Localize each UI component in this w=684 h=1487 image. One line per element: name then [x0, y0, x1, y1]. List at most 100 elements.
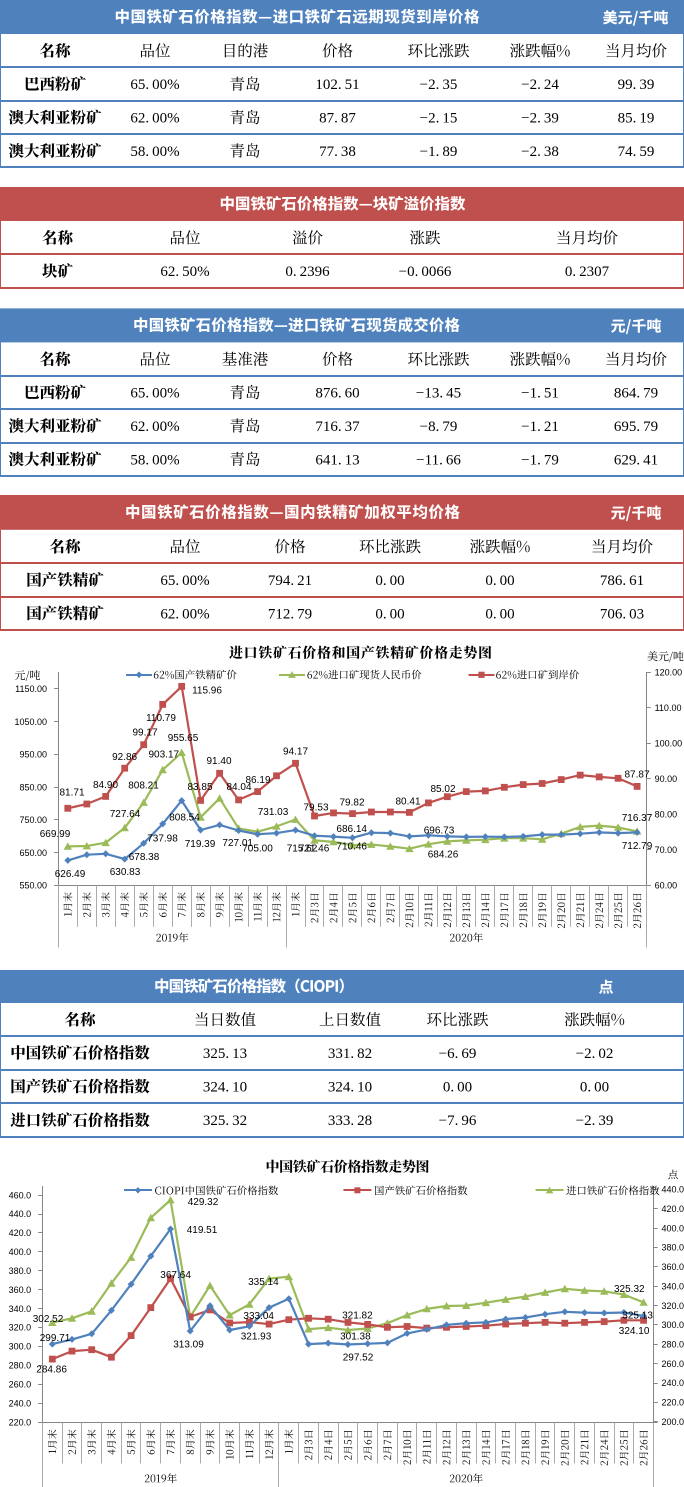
svg-text:58. 00%: 58. 00% [130, 452, 179, 468]
svg-text:324. 10: 324. 10 [203, 1080, 247, 1096]
svg-text:333. 28: 333. 28 [328, 1113, 372, 1129]
svg-text:0. 00: 0. 00 [375, 606, 404, 622]
svg-text:110.79: 110.79 [146, 713, 176, 724]
svg-text:300.0: 300.0 [9, 1342, 32, 1352]
svg-text:1150.00: 1150.00 [15, 684, 47, 694]
svg-text:300.0: 300.0 [662, 1320, 684, 1330]
svg-text:280.0: 280.0 [662, 1339, 684, 1349]
svg-text:440.0: 440.0 [662, 1185, 684, 1195]
svg-text:91.40: 91.40 [206, 756, 231, 767]
svg-text:79.53: 79.53 [303, 803, 328, 814]
svg-text:320.0: 320.0 [662, 1301, 684, 1311]
svg-text:79.82: 79.82 [339, 798, 364, 809]
svg-text:1050.00: 1050.00 [14, 717, 47, 727]
svg-text:302.52: 302.52 [33, 1314, 64, 1325]
svg-text:−8. 79: −8. 79 [420, 419, 458, 435]
svg-text:750.00: 750.00 [19, 815, 47, 825]
svg-text:360.0: 360.0 [9, 1285, 32, 1295]
svg-text:−2. 24: −2. 24 [521, 77, 559, 93]
svg-text:719.39: 719.39 [185, 839, 216, 850]
svg-text:0. 2307: 0. 2307 [565, 264, 610, 280]
svg-text:65. 00%: 65. 00% [130, 77, 179, 93]
svg-text:102. 51: 102. 51 [315, 77, 359, 93]
svg-text:62. 00%: 62. 00% [130, 111, 179, 127]
svg-text:99.17: 99.17 [132, 728, 157, 739]
svg-text:260.0: 260.0 [9, 1380, 32, 1390]
svg-text:325. 13: 325. 13 [203, 1046, 247, 1062]
svg-text:−11. 66: −11. 66 [416, 452, 461, 468]
svg-text:955.65: 955.65 [168, 733, 199, 744]
svg-text:−13. 45: −13. 45 [416, 386, 461, 402]
svg-text:−1. 51: −1. 51 [521, 386, 559, 402]
svg-text:84.90: 84.90 [93, 780, 118, 791]
svg-text:−2. 39: −2. 39 [521, 111, 559, 127]
svg-text:695. 79: 695. 79 [614, 419, 658, 435]
svg-text:−1. 21: −1. 21 [521, 419, 559, 435]
svg-text:240.0: 240.0 [9, 1398, 32, 1408]
svg-text:284.86: 284.86 [36, 1365, 67, 1376]
svg-text:260.0: 260.0 [662, 1359, 684, 1369]
svg-text:331. 82: 331. 82 [328, 1046, 372, 1062]
svg-text:380.0: 380.0 [662, 1243, 684, 1253]
svg-text:696.73: 696.73 [424, 826, 455, 837]
svg-text:220.0: 220.0 [662, 1398, 684, 1408]
svg-text:62. 00%: 62. 00% [130, 419, 179, 435]
svg-text:280.0: 280.0 [9, 1361, 32, 1371]
svg-text:340.0: 340.0 [662, 1281, 684, 1291]
svg-text:297.52: 297.52 [343, 1352, 374, 1363]
svg-text:81.71: 81.71 [59, 788, 84, 799]
svg-text:629. 41: 629. 41 [614, 452, 658, 468]
svg-text:0. 00: 0. 00 [580, 1080, 609, 1096]
svg-text:−2. 35: −2. 35 [420, 77, 458, 93]
svg-text:794. 21: 794. 21 [268, 573, 312, 589]
svg-text:200.0: 200.0 [662, 1417, 684, 1427]
svg-text:62. 50%: 62. 50% [160, 264, 209, 280]
svg-text:−6. 69: −6. 69 [439, 1046, 477, 1062]
svg-text:0. 00: 0. 00 [485, 606, 514, 622]
svg-text:440.0: 440.0 [9, 1209, 32, 1219]
svg-text:−7. 96: −7. 96 [439, 1113, 477, 1129]
svg-text:400.0: 400.0 [9, 1247, 32, 1257]
svg-text:87. 87: 87. 87 [319, 111, 356, 127]
svg-text:420.0: 420.0 [662, 1204, 684, 1214]
svg-text:716. 37: 716. 37 [315, 419, 360, 435]
svg-text:301.38: 301.38 [340, 1332, 371, 1343]
svg-text:460.0: 460.0 [9, 1190, 32, 1200]
svg-text:0. 00: 0. 00 [485, 573, 514, 589]
svg-text:−1. 79: −1. 79 [521, 452, 559, 468]
svg-text:92.86: 92.86 [112, 752, 137, 763]
svg-text:77. 38: 77. 38 [319, 144, 356, 160]
svg-text:333.04: 333.04 [243, 1311, 274, 1322]
svg-text:808.21: 808.21 [128, 781, 159, 792]
svg-text:626.49: 626.49 [55, 869, 86, 880]
svg-text:727.64: 727.64 [110, 809, 141, 820]
svg-text:74. 59: 74. 59 [618, 144, 655, 160]
svg-text:65. 00%: 65. 00% [130, 386, 179, 402]
svg-text:876. 60: 876. 60 [315, 386, 359, 402]
svg-text:731.03: 731.03 [258, 807, 289, 818]
svg-text:120.00: 120.00 [655, 667, 683, 677]
svg-text:85. 19: 85. 19 [618, 111, 655, 127]
svg-text:419.51: 419.51 [187, 1225, 218, 1236]
svg-text:0. 00: 0. 00 [375, 573, 404, 589]
svg-text:716.37: 716.37 [622, 813, 653, 824]
svg-text:715.62: 715.62 [287, 844, 318, 855]
svg-text:903.17: 903.17 [149, 750, 180, 761]
svg-text:−2. 39: −2. 39 [576, 1113, 614, 1129]
svg-text:321.93: 321.93 [241, 1332, 272, 1343]
svg-text:630.83: 630.83 [110, 867, 141, 878]
svg-text:420.0: 420.0 [9, 1228, 32, 1238]
svg-text:669.99: 669.99 [40, 829, 71, 840]
svg-text:360.0: 360.0 [662, 1262, 684, 1272]
svg-text:87.87: 87.87 [624, 770, 649, 781]
svg-text:706. 03: 706. 03 [600, 606, 644, 622]
svg-text:65. 00%: 65. 00% [160, 573, 209, 589]
svg-text:380.0: 380.0 [9, 1266, 32, 1276]
svg-text:299.71: 299.71 [40, 1333, 71, 1344]
svg-text:340.0: 340.0 [9, 1304, 32, 1314]
svg-text:115.96: 115.96 [192, 686, 222, 697]
svg-text:320.0: 320.0 [9, 1323, 32, 1333]
svg-text:0. 2396: 0. 2396 [285, 264, 330, 280]
svg-text:550.00: 550.00 [19, 881, 47, 891]
svg-text:786. 61: 786. 61 [600, 573, 644, 589]
